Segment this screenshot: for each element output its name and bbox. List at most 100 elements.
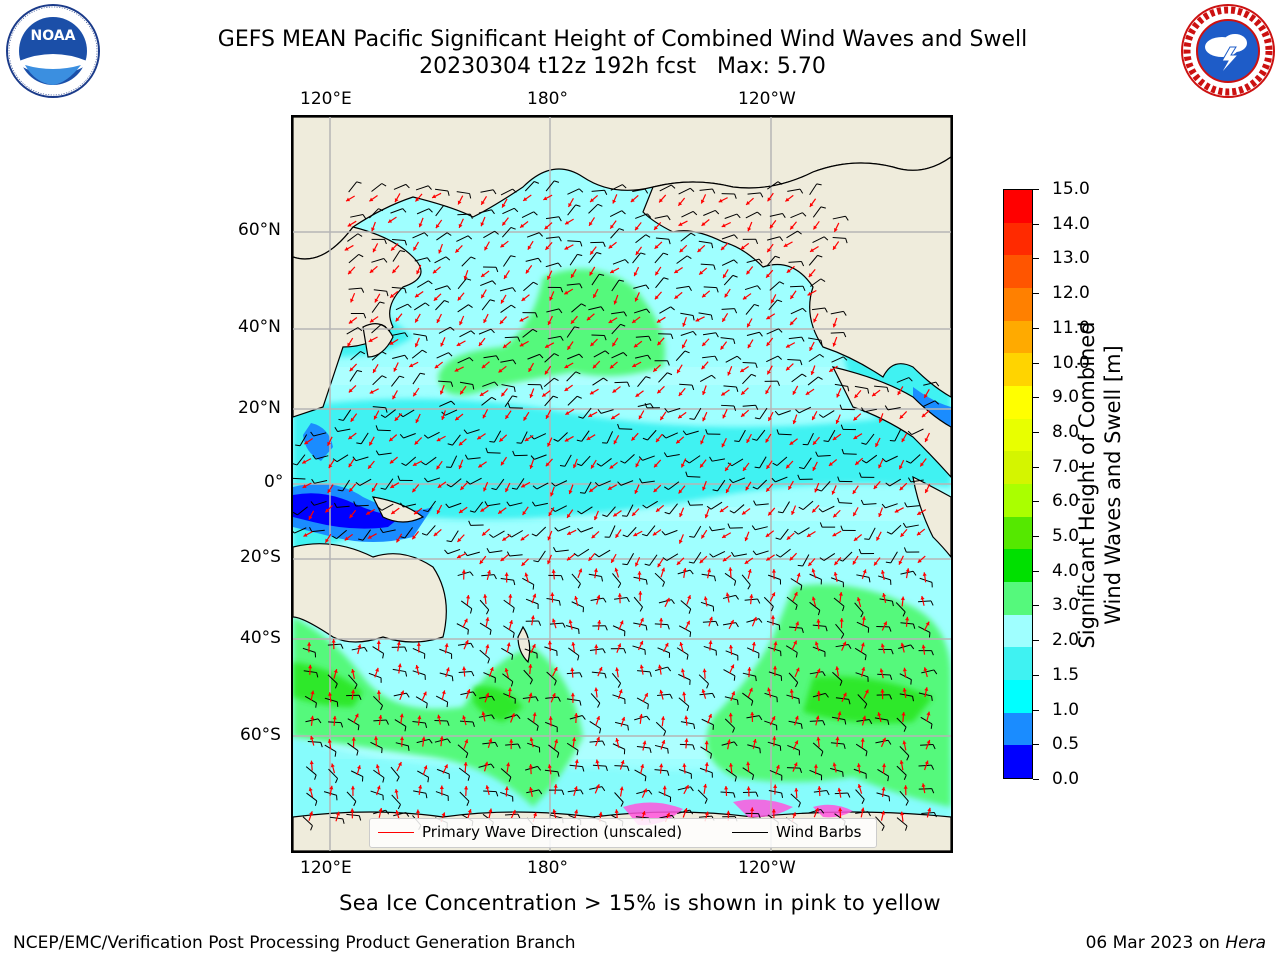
wind-barb [721,259,738,266]
wind-barb [489,430,502,443]
wind-barb [483,266,499,273]
wind-barb [597,409,614,414]
wind-barb [776,429,792,436]
wave-arrow-head [741,412,746,417]
wind-barb [808,337,823,346]
wave-band-low [293,387,951,542]
wave-arrow-head [744,560,749,564]
wave-arrow-head [792,812,797,817]
wind-barb [734,429,746,443]
wind-barb [447,434,461,446]
wind-barb [920,743,936,750]
wind-barb [502,207,519,215]
wave-arrow-head [679,642,684,646]
wave-arrow-head [441,812,446,817]
wave-arrow-head [394,198,399,203]
wind-barb [832,237,848,244]
wave-arrow-head [728,644,734,649]
wind-barb [654,572,665,587]
wave-arrow-head [594,644,599,649]
wind-barb [816,481,831,492]
wave-arrow-head [462,715,467,720]
colorbar-tick-mark [1033,466,1039,468]
wave-arrow-head [750,711,755,716]
wind-barb [350,214,367,219]
wind-barb [373,769,385,783]
wind-barb [637,376,651,388]
wave-arrow-head [547,321,552,326]
wave-arrow-head [860,807,865,812]
wave-arrow-head [481,711,486,716]
wave-arrow-head [634,489,639,494]
wind-barb [832,671,843,686]
wind-barb [392,239,407,246]
wave-arrow-head [708,713,713,718]
colorbar-tick-mark [1033,258,1039,260]
wind-barb [809,720,826,726]
wave-arrow-head [545,414,550,419]
wind-barb [611,279,624,292]
wind-barb [504,813,521,819]
wave-arrow-head [415,318,419,323]
wave-arrow-head [684,738,689,743]
wave-arrow-head [832,245,837,250]
wave-arrow-head [480,222,485,227]
wave-arrow-head [659,763,664,768]
wave-arrow-head [746,438,751,443]
bottom-lon-label-180: 180° [527,858,568,878]
footer-date-text: 06 Mar 2023 on [1085,933,1226,953]
wave-arrow-head [838,807,843,812]
wave-arrow-head [504,786,509,791]
wind-barb [700,263,716,270]
wave-arrow-head [718,198,723,203]
wind-barb [905,454,921,464]
wave-arrow-head [685,785,689,790]
wave-arrow-head [454,367,459,372]
wave-arrow-head [810,371,815,375]
wave-arrow-head [389,459,394,464]
wave-arrow-head [547,536,552,541]
wave-arrow-head [466,595,471,599]
wind-barb [525,257,542,263]
wave-arrow-head [564,364,569,369]
wind-barb [682,430,699,436]
wave-arrow-head [612,199,617,204]
wind-barb [861,433,875,445]
wind-barb [438,380,454,387]
wave-arrow-head [348,463,353,468]
wave-arrow-head [477,435,482,440]
wave-arrow-head [766,341,771,346]
wave-arrow-head [564,387,569,391]
wave-arrow-head [350,689,356,694]
wind-barb [469,501,484,513]
wave-arrow-head [462,666,467,671]
wave-arrow-head [547,275,551,280]
wave-arrow-head [901,712,906,716]
wave-arrow-head [543,196,548,201]
wave-arrow-head [878,464,882,469]
wave-arrow-head [639,713,644,718]
wave-arrow-head [702,486,706,491]
wave-arrow-head [520,223,525,228]
wave-arrow-head [593,293,597,298]
wind-barb [390,766,400,782]
wave-arrow-head [436,437,441,442]
wind-barb [391,375,405,387]
wind-barb [874,385,889,393]
wave-arrow-head [544,225,549,230]
wind-barb [766,355,783,363]
colorbar-tick-label: 2.0 [1052,630,1080,651]
wind-barb [350,313,367,319]
wave-arrow-head [463,275,468,280]
wind-barb [841,448,857,455]
wind-barb [577,527,594,533]
colorbar-tick-label: 3.0 [1052,595,1080,616]
wind-barb [742,692,754,706]
wind-barb [729,477,746,484]
wave-arrow-head [522,511,527,516]
wind-barb [724,213,741,219]
wind-barb [721,308,738,314]
wind-barb [799,457,812,470]
wave-arrow-head [783,243,788,247]
wave-arrow-head [862,569,867,574]
